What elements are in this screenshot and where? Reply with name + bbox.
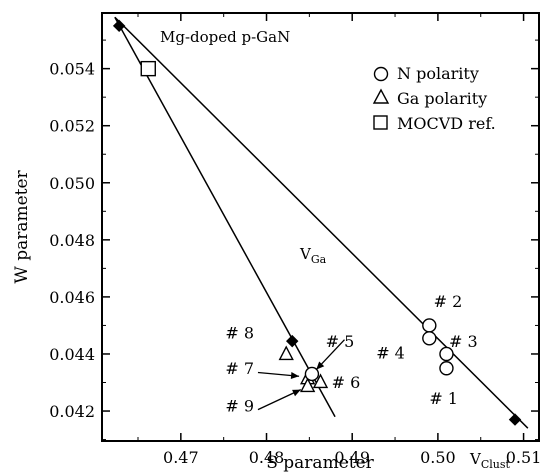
- sample-labels: # 2 # 3 # 4 # 1 # 8 # 5 # 7 # 6 # 9: [225, 292, 477, 416]
- diamond-point: [112, 19, 126, 33]
- fit-line: [114, 16, 336, 418]
- sample-number-label: # 8: [225, 323, 254, 342]
- legend-square-marker: [373, 115, 388, 130]
- x-tick-label: 0.51: [506, 448, 542, 467]
- y-tick-label: 0.042: [49, 402, 95, 421]
- n-polarity-point: [439, 361, 454, 376]
- vga-main: V: [299, 245, 312, 263]
- legend-label-n-polarity: N polarity: [397, 64, 479, 83]
- sample-number-label: # 6: [332, 373, 361, 392]
- plot-frame: [101, 12, 540, 442]
- fit-line: [114, 16, 529, 429]
- y-tick-label: 0.054: [49, 60, 95, 79]
- arrow-head: [290, 372, 300, 379]
- vga-sub: Ga: [311, 253, 327, 266]
- x-tick-label: 0.50: [420, 448, 456, 467]
- y-tick-label: 0.046: [49, 288, 95, 307]
- y-tick-label: 0.050: [49, 174, 95, 193]
- x-axis: 0.47 0.48 0.49 0.50 0.51: [137, 13, 542, 467]
- legend: N polarity Ga polarity MOCVD ref.: [372, 64, 496, 133]
- x-tick-label: 0.49: [334, 448, 370, 467]
- n-polarity-point: [439, 346, 454, 362]
- mocvd-ref-point: [140, 60, 156, 77]
- arrows: [257, 339, 345, 411]
- sample-number-label: # 9: [225, 397, 254, 416]
- vclust-label: VClust: [469, 450, 511, 471]
- legend-triangle-marker: [372, 88, 390, 104]
- ga-polarity-point: [299, 377, 316, 393]
- legend-label-ga-polarity: Ga polarity: [397, 89, 487, 108]
- sample-number-label: # 1: [429, 389, 458, 408]
- ga-polarity-point: [312, 373, 329, 389]
- vclust-sub: Clust: [481, 458, 511, 471]
- y-tick-label: 0.052: [49, 117, 95, 136]
- x-tick-label: 0.48: [249, 448, 285, 467]
- legend-circle-marker: [373, 66, 389, 82]
- x-tick-label: 0.47: [163, 448, 199, 467]
- ga-polarity-point: [278, 345, 294, 361]
- legend-label-mocvd-ref: MOCVD ref.: [397, 114, 496, 133]
- n-polarity-point: [422, 331, 437, 346]
- y-axis-title: W parameter: [12, 169, 32, 283]
- vga-label: VGa: [299, 245, 327, 266]
- sample-number-label: # 5: [326, 332, 355, 351]
- sample-number-label: # 3: [449, 332, 478, 351]
- arrow-head: [292, 389, 301, 397]
- y-tick-label: 0.044: [49, 345, 95, 364]
- n-polarity-point: [422, 318, 437, 333]
- sample-7-point: [304, 366, 320, 382]
- sample-number-label: # 7: [225, 359, 254, 378]
- mg-doped-label: Mg-doped p-GaN: [160, 28, 290, 46]
- fit-lines: [114, 16, 529, 429]
- arrow-head: [316, 361, 325, 370]
- diamond-point: [286, 334, 299, 348]
- sample-number-label: # 4: [376, 343, 405, 362]
- data-markers: [112, 19, 522, 426]
- vclust-main: V: [469, 450, 482, 468]
- diamond-point: [508, 413, 522, 426]
- y-axis: 0.042 0.044 0.046 0.048 0.050 0.052 0.054: [49, 39, 539, 441]
- sample-number-label: # 2: [434, 292, 463, 311]
- y-tick-label: 0.048: [49, 231, 95, 250]
- x-axis-title: S parameter: [266, 453, 374, 473]
